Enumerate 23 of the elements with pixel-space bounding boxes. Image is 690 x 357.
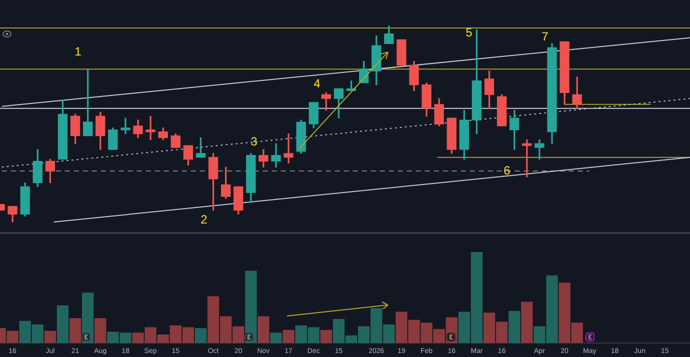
bar xyxy=(44,330,56,343)
bar xyxy=(194,328,207,343)
bar xyxy=(320,330,332,343)
annotation: 7 xyxy=(542,29,549,44)
bar xyxy=(56,305,69,343)
annotation: 1 xyxy=(74,44,82,58)
bar xyxy=(282,330,294,343)
annotation: 3 xyxy=(250,134,258,148)
candlestick xyxy=(146,116,156,140)
candlestick xyxy=(284,133,294,164)
bar xyxy=(69,318,82,343)
candlestick xyxy=(120,118,130,134)
annotation: 6 xyxy=(504,163,511,178)
bar xyxy=(245,270,257,343)
annotation: 5 xyxy=(466,25,473,40)
annotation: 4 xyxy=(314,76,321,90)
annotation: 2 xyxy=(200,212,208,226)
bar xyxy=(258,316,270,343)
bar xyxy=(270,332,282,343)
candlestick xyxy=(534,139,544,160)
bar xyxy=(94,318,106,343)
bar xyxy=(521,302,533,343)
bar xyxy=(508,310,520,343)
